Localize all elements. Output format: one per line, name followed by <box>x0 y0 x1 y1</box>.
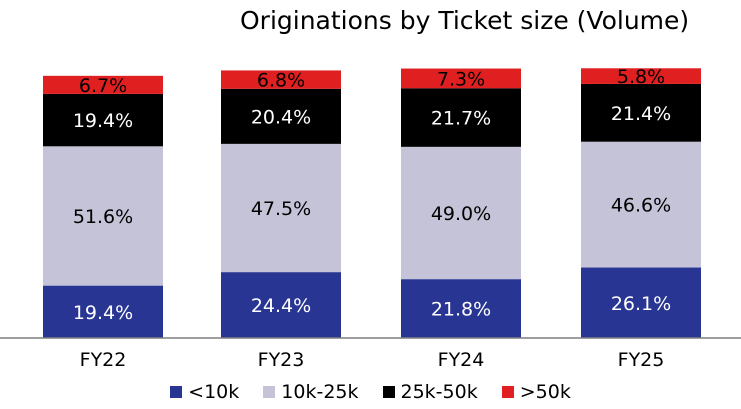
bar-segment <box>43 285 163 338</box>
legend-swatch <box>263 386 276 398</box>
legend-item: >50k <box>501 381 571 403</box>
legend-swatch <box>501 386 514 398</box>
bar-segment <box>581 141 701 268</box>
bar-segment <box>43 146 163 286</box>
legend-swatch <box>382 386 395 398</box>
data-label: 6.7% <box>79 75 127 97</box>
legend-item: 10k-25k <box>263 381 359 403</box>
legend-label: 10k-25k <box>281 381 359 403</box>
data-label: 7.3% <box>437 68 485 90</box>
bar-segment <box>221 272 341 338</box>
legend-label: >50k <box>519 381 571 403</box>
bar-segment <box>581 68 701 84</box>
bar-segment <box>221 143 341 273</box>
bar-segment <box>581 267 701 338</box>
bar-segment <box>221 88 341 144</box>
data-label: 21.7% <box>431 108 491 130</box>
bar-segment <box>401 146 521 280</box>
bar-segment <box>43 93 163 147</box>
x-tick-label: FY22 <box>80 349 127 371</box>
chart-title: Originations by Ticket size (Volume) <box>240 6 690 35</box>
legend-item: 25k-50k <box>382 381 478 403</box>
bar-segment <box>401 68 521 89</box>
data-label: 21.4% <box>611 103 671 125</box>
x-tick-label: FY23 <box>258 349 305 371</box>
data-label: 24.4% <box>251 295 311 317</box>
data-label: 49.0% <box>431 203 491 225</box>
bar-segment <box>43 75 163 94</box>
data-label: 21.8% <box>431 299 491 321</box>
legend-label: <10k <box>188 381 240 403</box>
legend-swatch <box>170 386 183 398</box>
x-tick-label: FY25 <box>618 349 665 371</box>
data-label: 46.6% <box>611 195 671 217</box>
bar-segment <box>401 88 521 147</box>
data-label: 20.4% <box>251 106 311 128</box>
data-label: 47.5% <box>251 198 311 220</box>
data-label: 26.1% <box>611 293 671 315</box>
data-label: 19.4% <box>73 302 133 324</box>
data-label: 5.8% <box>617 66 665 88</box>
legend-label: 25k-50k <box>400 381 478 403</box>
legend-item: <10k <box>170 381 239 403</box>
bar-segment <box>581 83 701 142</box>
bar-segment <box>401 279 521 338</box>
data-label: 19.4% <box>73 110 133 132</box>
data-label: 6.8% <box>257 70 305 92</box>
chart-legend: <10k 10k-25k 25k-50k >50k <box>0 381 741 403</box>
x-tick-label: FY24 <box>438 349 485 371</box>
bar-segment <box>221 70 341 89</box>
data-label: 51.6% <box>73 206 133 228</box>
